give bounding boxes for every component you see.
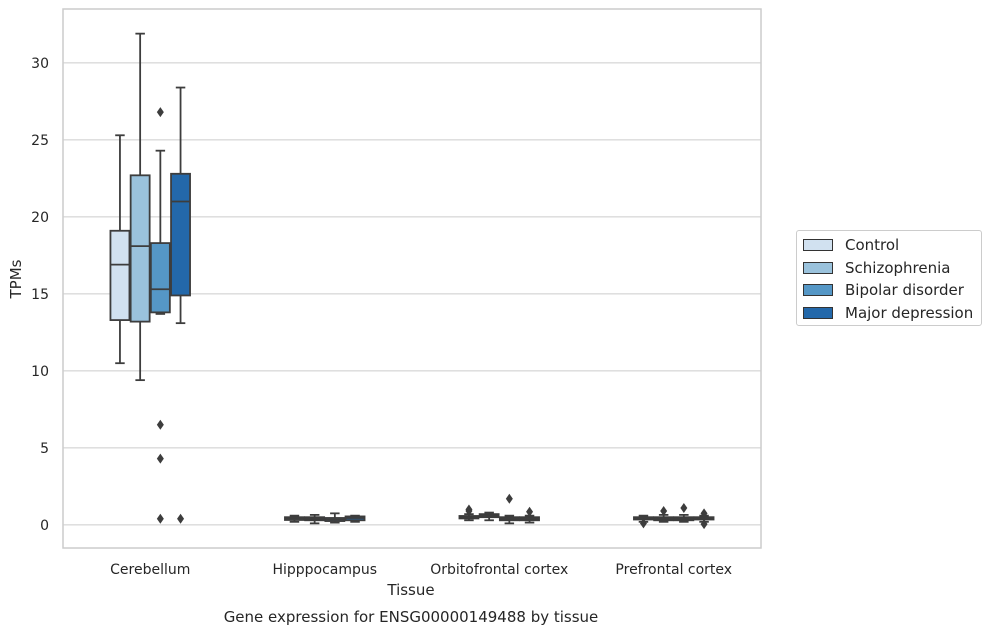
y-tick-label: 20 [31, 210, 49, 226]
box-major-depression-prefrontal-cortex [693, 508, 715, 530]
box-schizophrenia-prefrontal-cortex [653, 506, 675, 523]
x-tick-label-prefrontal-cortex: Prefrontal cortex [615, 562, 732, 578]
legend-swatch-control [803, 239, 833, 252]
outlier-point [156, 107, 164, 118]
outlier-point [505, 493, 513, 504]
outlier-point [700, 508, 708, 519]
y-tick-label: 10 [31, 364, 49, 380]
plot-frame [62, 8, 762, 549]
x-tick-labels: Cerebellum Hipppocampus Orbitofrontal cort… [110, 562, 732, 578]
legend-label-major-depression: Major depression [845, 303, 974, 322]
legend-item-control: Control [803, 234, 981, 257]
box-iqr [149, 242, 171, 314]
legend: Control Schizophrenia Bipolar disorder M… [796, 230, 982, 326]
box-schizophrenia-orbitofrontal-cortex [478, 511, 500, 522]
x-tick-label-hipppocampus: Hipppocampus [272, 562, 377, 578]
box-bipolar-disorder-orbitofrontal-cortex [498, 493, 520, 525]
outlier-point [156, 419, 164, 430]
legend-label-bipolar-disorder: Bipolar disorder [845, 281, 964, 300]
outlier-point [177, 513, 185, 524]
x-tick-label-orbitofrontal-cortex: Orbitofrontal cortex [430, 562, 568, 578]
legend-label-schizophrenia: Schizophrenia [845, 258, 951, 277]
box-control-prefrontal-cortex [633, 514, 654, 529]
legend-label-control: Control [845, 236, 900, 255]
legend-swatch-bipolar-disorder [803, 284, 833, 297]
box-major-depression-orbitofrontal-cortex [519, 506, 540, 524]
outlier-point [660, 506, 668, 517]
outlier-point [680, 502, 688, 513]
y-axis-label: TPMs [7, 259, 25, 299]
box-iqr [170, 172, 191, 297]
y-tick-label: 25 [31, 133, 49, 149]
box-iqr [129, 174, 151, 323]
box-major-depression-cerebellum [170, 86, 191, 524]
x-axis-label: Tissue [386, 581, 434, 599]
box-bipolar-disorder-hipppocampus [324, 512, 346, 524]
box-bipolar-disorder-prefrontal-cortex [673, 502, 695, 523]
legend-item-major-depression: Major depression [803, 302, 981, 325]
box-major-depression-hipppocampus [344, 514, 366, 523]
box-schizophrenia-cerebellum [129, 32, 151, 382]
box-schizophrenia-hipppocampus [304, 513, 326, 525]
box-control-orbitofrontal-cortex [458, 504, 480, 522]
box-control-hipppocampus [284, 514, 305, 523]
outlier-point [156, 513, 164, 524]
legend-item-bipolar-disorder: Bipolar disorder [803, 279, 981, 302]
outlier-point [465, 504, 473, 515]
legend-item-schizophrenia: Schizophrenia [803, 257, 981, 280]
y-tick-labels: 0 5 10 15 20 25 30 [31, 56, 49, 534]
y-tick-label: 0 [40, 518, 49, 534]
legend-swatch-major-depression [803, 306, 833, 319]
chart-title: Gene expression for ENSG00000149488 by t… [224, 608, 599, 626]
box-plot-series [109, 32, 715, 530]
box-iqr [109, 229, 131, 321]
x-tick-label-cerebellum: Cerebellum [110, 562, 190, 578]
outlier-point [156, 453, 164, 464]
outlier-point [700, 519, 708, 530]
y-tick-label: 15 [31, 287, 49, 303]
outlier-point [526, 506, 534, 517]
box-bipolar-disorder-cerebellum [149, 107, 171, 524]
y-tick-label: 5 [40, 441, 49, 457]
outlier-point [639, 518, 647, 529]
box-control-cerebellum [109, 134, 131, 365]
y-tick-label: 30 [31, 56, 49, 72]
legend-swatch-schizophrenia [803, 261, 833, 274]
